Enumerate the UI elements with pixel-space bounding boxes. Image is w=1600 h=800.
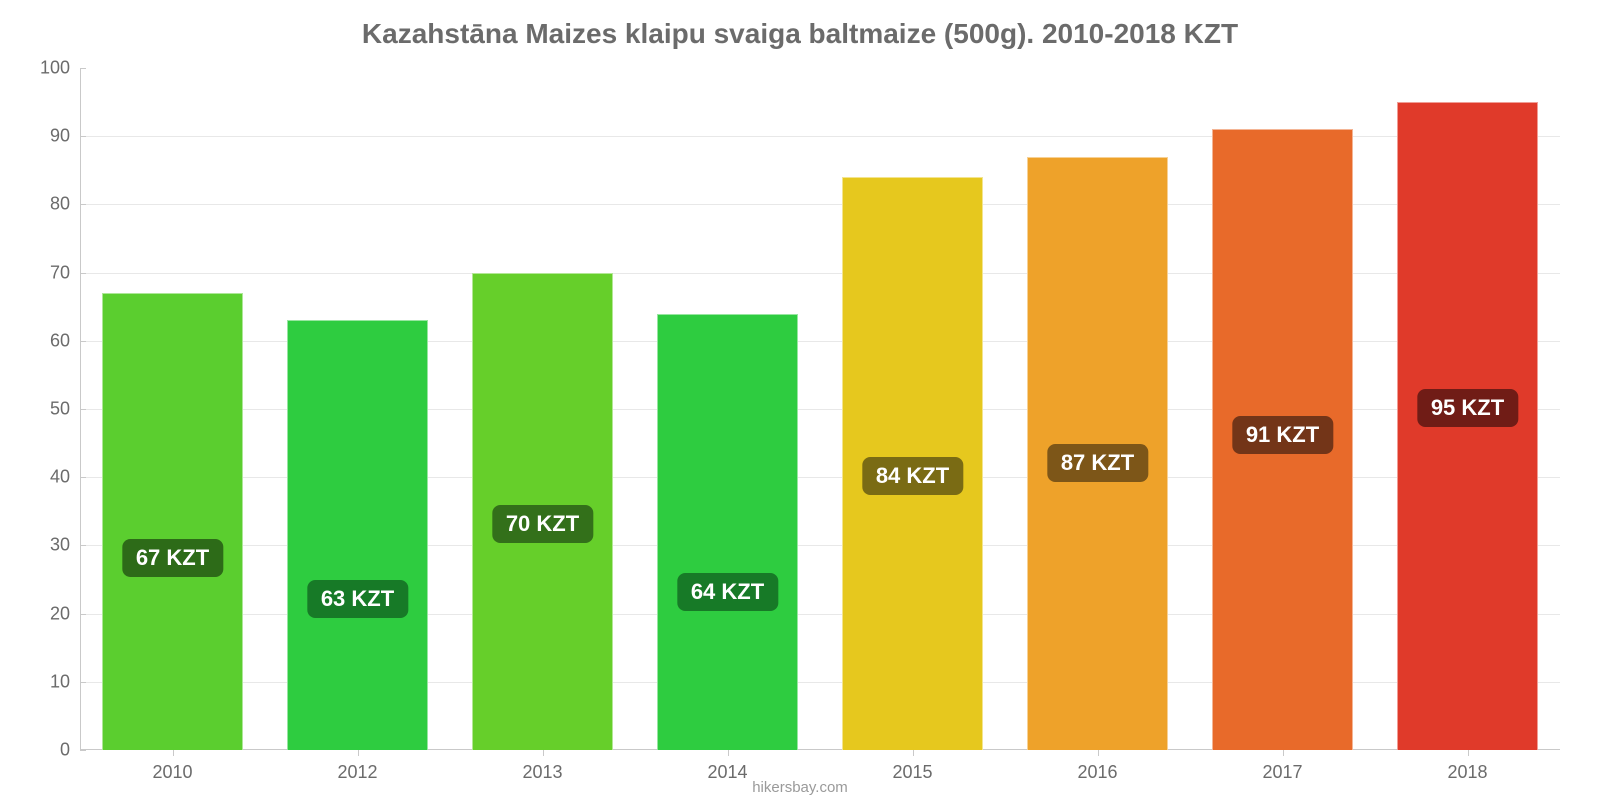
bar-value-label: 87 KZT — [1047, 444, 1148, 482]
x-tick — [543, 750, 544, 756]
y-axis-label: 70 — [50, 262, 70, 283]
x-axis-label: 2013 — [522, 762, 562, 783]
plot-area: 0102030405060708090100 67 KZT201063 KZT2… — [80, 68, 1560, 750]
bar — [287, 320, 428, 750]
y-tick — [80, 750, 86, 751]
bar-value-label: 70 KZT — [492, 505, 593, 543]
x-axis-label: 2012 — [337, 762, 377, 783]
bar-value-label: 95 KZT — [1417, 389, 1518, 427]
y-axis-label: 0 — [60, 740, 70, 761]
y-axis-label: 10 — [50, 671, 70, 692]
x-tick — [358, 750, 359, 756]
x-axis-label: 2015 — [892, 762, 932, 783]
x-tick — [1098, 750, 1099, 756]
bars-container: 67 KZT201063 KZT201270 KZT201364 KZT2014… — [80, 68, 1560, 750]
x-tick — [913, 750, 914, 756]
x-axis-label: 2017 — [1262, 762, 1302, 783]
bar-slot: 64 KZT2014 — [635, 68, 820, 750]
y-axis-label: 90 — [50, 126, 70, 147]
bar-slot: 84 KZT2015 — [820, 68, 1005, 750]
y-axis-label: 40 — [50, 467, 70, 488]
bar-value-label: 91 KZT — [1232, 416, 1333, 454]
x-tick — [728, 750, 729, 756]
y-axis-label: 20 — [50, 603, 70, 624]
bar-slot: 70 KZT2013 — [450, 68, 635, 750]
x-tick — [1283, 750, 1284, 756]
chart-area: 0102030405060708090100 67 KZT201063 KZT2… — [0, 58, 1600, 800]
y-axis-label: 50 — [50, 399, 70, 420]
bar-slot: 63 KZT2012 — [265, 68, 450, 750]
bar-slot: 91 KZT2017 — [1190, 68, 1375, 750]
bar-slot: 95 KZT2018 — [1375, 68, 1560, 750]
bar — [657, 314, 798, 750]
x-axis-label: 2014 — [707, 762, 747, 783]
bar-value-label: 63 KZT — [307, 580, 408, 618]
bar-slot: 87 KZT2016 — [1005, 68, 1190, 750]
y-axis-label: 30 — [50, 535, 70, 556]
bar-value-label: 67 KZT — [122, 539, 223, 577]
bar-value-label: 84 KZT — [862, 457, 963, 495]
y-axis-label: 60 — [50, 330, 70, 351]
bar — [102, 293, 243, 750]
x-axis-label: 2018 — [1447, 762, 1487, 783]
x-tick — [1468, 750, 1469, 756]
chart-title: Kazahstāna Maizes klaipu svaiga baltmaiz… — [0, 0, 1600, 58]
x-axis-label: 2010 — [152, 762, 192, 783]
y-axis-label: 80 — [50, 194, 70, 215]
source-caption: hikersbay.com — [752, 779, 848, 796]
bar-value-label: 64 KZT — [677, 573, 778, 611]
y-axis-label: 100 — [40, 58, 70, 79]
x-tick — [173, 750, 174, 756]
bar-slot: 67 KZT2010 — [80, 68, 265, 750]
x-axis-label: 2016 — [1077, 762, 1117, 783]
